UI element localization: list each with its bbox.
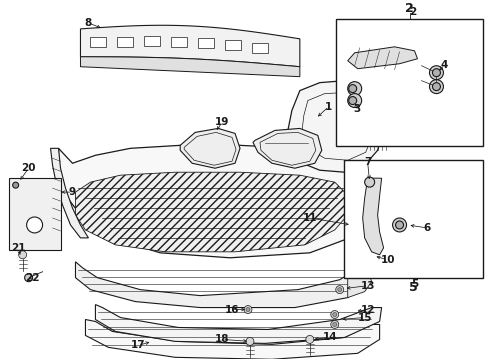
Polygon shape xyxy=(348,262,371,298)
Text: 7: 7 xyxy=(364,157,371,167)
Circle shape xyxy=(333,312,337,316)
Bar xyxy=(117,37,133,46)
Circle shape xyxy=(333,323,337,327)
Text: 5: 5 xyxy=(411,279,418,289)
Text: 19: 19 xyxy=(215,117,229,127)
Polygon shape xyxy=(96,305,382,343)
Bar xyxy=(343,160,483,278)
Text: 20: 20 xyxy=(22,163,36,173)
Bar xyxy=(198,38,214,48)
Text: 12: 12 xyxy=(361,305,375,315)
Bar xyxy=(90,37,106,47)
Circle shape xyxy=(244,306,252,314)
Text: 6: 6 xyxy=(424,223,431,233)
Bar xyxy=(9,178,61,250)
Circle shape xyxy=(429,80,443,94)
Polygon shape xyxy=(288,81,385,172)
Text: 14: 14 xyxy=(322,332,337,342)
Circle shape xyxy=(433,83,441,91)
Circle shape xyxy=(433,69,441,77)
Text: 2: 2 xyxy=(405,3,414,15)
Text: 8: 8 xyxy=(85,18,92,28)
Circle shape xyxy=(349,96,357,104)
Text: 5: 5 xyxy=(409,281,418,294)
Text: 9: 9 xyxy=(69,187,76,197)
Circle shape xyxy=(395,221,404,229)
Circle shape xyxy=(306,336,314,343)
Circle shape xyxy=(353,223,357,227)
Bar xyxy=(144,36,160,46)
Polygon shape xyxy=(180,129,240,168)
Polygon shape xyxy=(85,319,380,359)
Text: 21: 21 xyxy=(11,243,26,253)
Circle shape xyxy=(351,221,359,229)
Circle shape xyxy=(246,337,254,345)
Circle shape xyxy=(338,288,342,292)
Circle shape xyxy=(392,218,407,232)
Circle shape xyxy=(429,66,443,80)
Polygon shape xyxy=(253,129,322,168)
Polygon shape xyxy=(58,145,371,258)
Text: 10: 10 xyxy=(380,255,395,265)
Circle shape xyxy=(331,311,339,319)
Text: 22: 22 xyxy=(25,273,40,283)
Polygon shape xyxy=(80,25,300,67)
Circle shape xyxy=(13,182,19,188)
Polygon shape xyxy=(75,172,348,252)
Polygon shape xyxy=(363,178,384,255)
Circle shape xyxy=(348,82,362,95)
Bar xyxy=(225,40,241,50)
Text: 1: 1 xyxy=(325,102,332,112)
Polygon shape xyxy=(50,148,89,238)
Polygon shape xyxy=(75,262,369,307)
Text: 13: 13 xyxy=(361,281,375,291)
Polygon shape xyxy=(80,57,300,77)
Circle shape xyxy=(19,251,26,259)
Text: 3: 3 xyxy=(353,104,360,113)
Bar xyxy=(336,19,483,146)
Circle shape xyxy=(349,85,357,93)
Text: 4: 4 xyxy=(441,60,448,70)
Circle shape xyxy=(246,307,250,311)
Circle shape xyxy=(365,177,375,187)
Text: 17: 17 xyxy=(131,340,146,350)
Bar xyxy=(252,43,269,53)
Circle shape xyxy=(331,320,339,328)
Circle shape xyxy=(24,274,33,282)
Circle shape xyxy=(26,217,43,233)
Circle shape xyxy=(336,286,343,294)
Bar xyxy=(171,37,187,47)
Circle shape xyxy=(348,94,362,108)
Polygon shape xyxy=(348,47,417,69)
Circle shape xyxy=(362,249,374,261)
Text: 11: 11 xyxy=(302,213,317,223)
Text: 16: 16 xyxy=(225,305,239,315)
Text: 15: 15 xyxy=(357,312,372,323)
Text: 2: 2 xyxy=(409,7,416,17)
Text: 18: 18 xyxy=(215,334,229,345)
